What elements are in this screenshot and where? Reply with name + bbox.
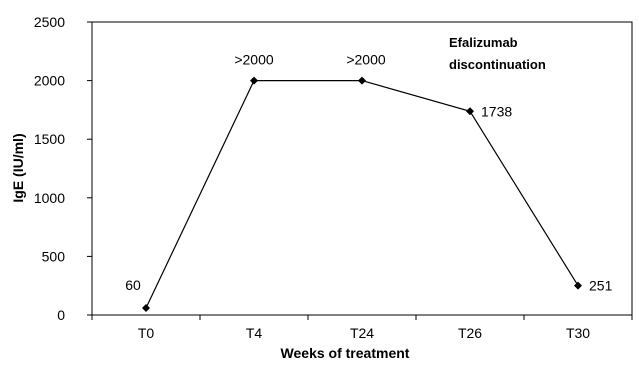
data-point-marker — [142, 303, 150, 312]
y-tick-label: 0 — [57, 307, 65, 323]
y-tick-label: 1500 — [34, 131, 65, 147]
data-label: >2000 — [234, 52, 274, 68]
y-tick-label: 1000 — [34, 190, 65, 206]
y-tick-label: 2000 — [34, 73, 65, 89]
data-label: 1738 — [481, 103, 512, 119]
y-axis-ticks: 0 500 1000 1500 2000 2500 — [34, 14, 92, 323]
plot-frame — [91, 21, 633, 316]
x-axis-ticks: T0 T4 T24 T26 T30 — [91, 315, 633, 341]
data-labels: 60 >2000 >2000 1738 251 — [125, 52, 612, 294]
x-tick-label: T26 — [458, 325, 482, 341]
x-axis-title: Weeks of treatment — [281, 345, 410, 361]
annotation-line2: discontinuation — [449, 57, 546, 72]
y-tick-label: 500 — [42, 248, 66, 264]
data-label: 251 — [589, 278, 613, 294]
annotation-line1: Efalizumab — [449, 35, 518, 50]
data-markers — [142, 76, 582, 312]
data-point-marker — [466, 107, 474, 116]
series-line — [145, 79, 579, 309]
y-axis-title: IgE (IU/ml) — [10, 133, 26, 202]
data-label: 60 — [125, 277, 141, 293]
data-point-marker — [358, 76, 366, 85]
x-tick-label: T30 — [566, 325, 590, 341]
y-tick-label: 2500 — [34, 14, 65, 30]
x-tick-label: T4 — [246, 325, 263, 341]
data-label: >2000 — [346, 52, 386, 68]
data-point-marker — [574, 281, 582, 290]
data-point-marker — [250, 76, 258, 85]
x-tick-label: T0 — [138, 325, 155, 341]
x-tick-label: T24 — [350, 325, 374, 341]
